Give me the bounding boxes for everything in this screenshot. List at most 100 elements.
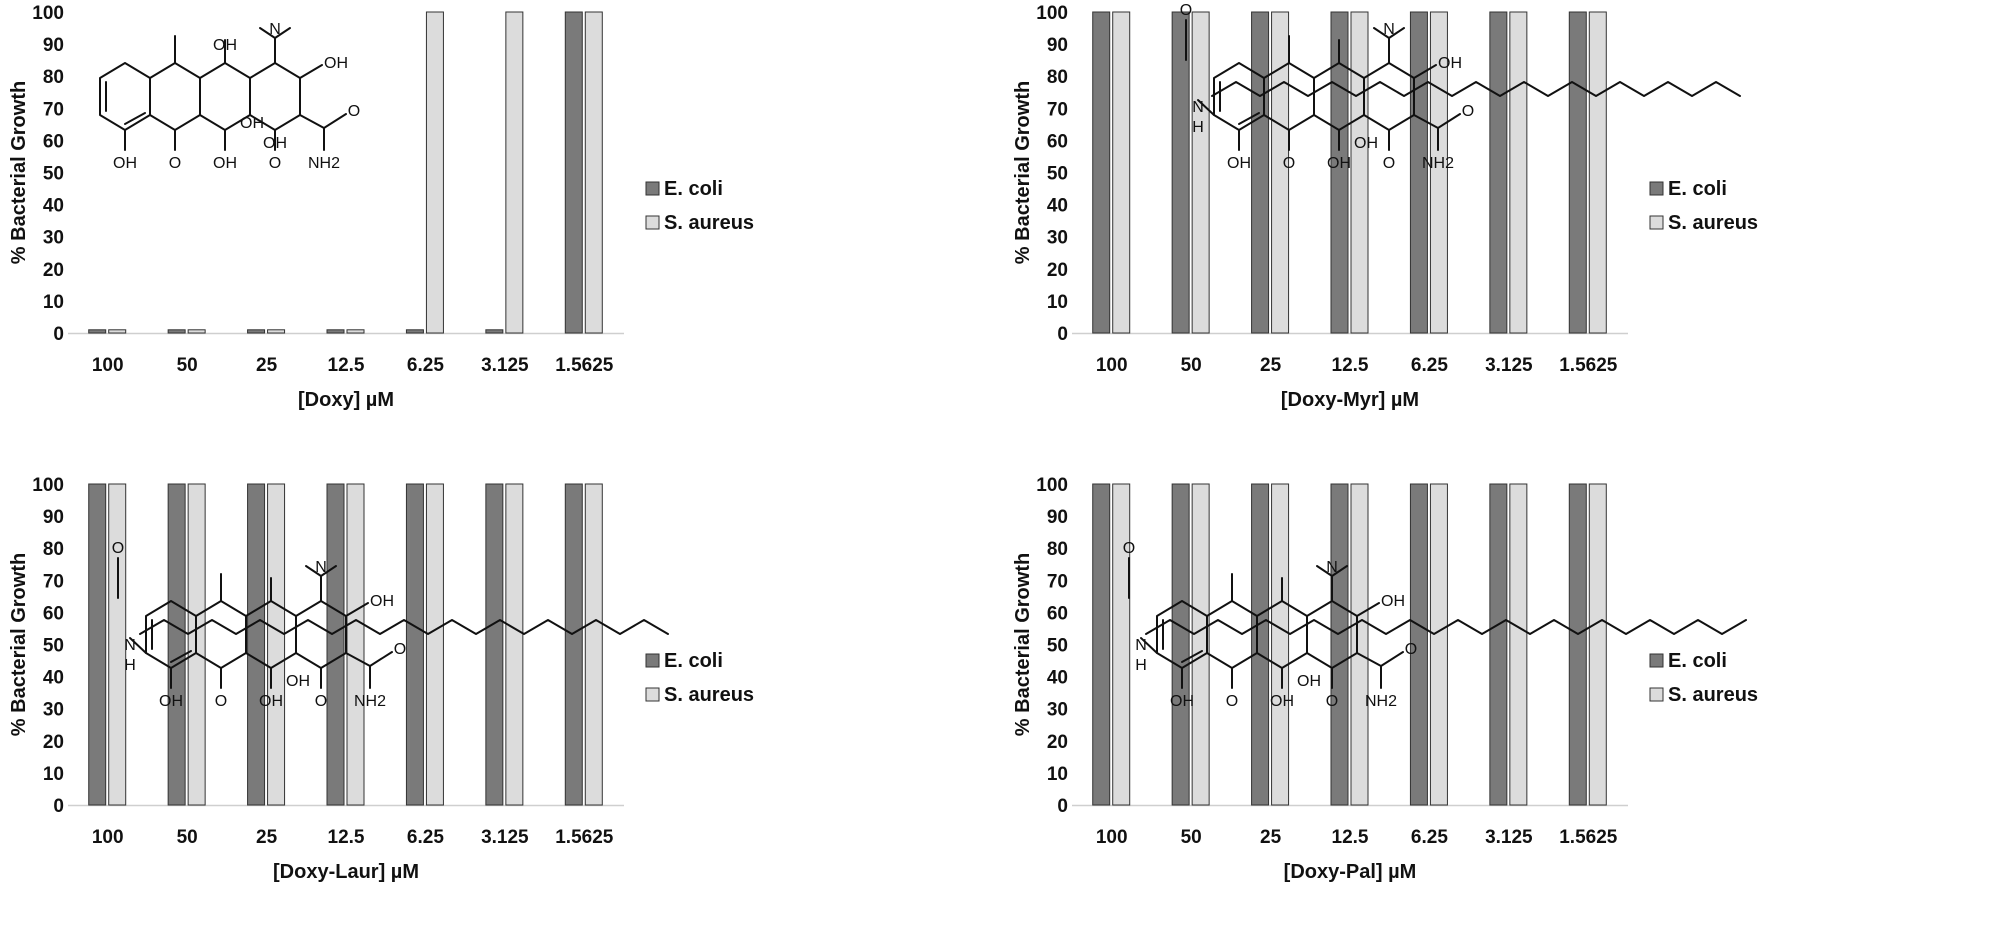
- bond: [270, 577, 347, 669]
- atom-label: OH: [370, 593, 394, 610]
- bar-e-coli: [1489, 483, 1508, 806]
- y-axis-title: % Bacterial Growth: [1012, 81, 1034, 264]
- bond: [199, 62, 251, 131]
- atom-label: N: [1192, 99, 1204, 116]
- x-tick-label: 12.5: [1332, 827, 1369, 848]
- y-tick-label: 90: [1047, 507, 1068, 528]
- atom-label: OH: [1270, 693, 1294, 710]
- bar-e-coli: [1568, 11, 1587, 334]
- y-tick-label: 20: [1047, 732, 1068, 753]
- bar-s-aureus: [346, 483, 365, 806]
- bar-e-coli: [564, 11, 583, 334]
- bond: [1413, 64, 1461, 151]
- bar-s-aureus: [505, 11, 524, 334]
- bar-e-coli: [1330, 11, 1349, 334]
- y-tick-label: 80: [43, 67, 64, 88]
- atom-label: O: [1326, 693, 1338, 710]
- y-axis-title: % Bacterial Growth: [8, 81, 30, 264]
- bar-s-aureus: [1271, 483, 1290, 806]
- x-tick-label: 50: [177, 355, 198, 376]
- y-tick-label: 40: [1047, 668, 1068, 689]
- y-tick-label: 40: [43, 668, 64, 689]
- bar-e-coli: [1330, 483, 1349, 806]
- x-tick-label: 25: [256, 355, 278, 376]
- bond: [124, 129, 276, 151]
- legend-label-s-aureus: S. aureus: [664, 684, 754, 706]
- bond: [1356, 602, 1404, 689]
- bond: [1185, 19, 1215, 116]
- atom-label: O: [348, 103, 360, 120]
- y-tick-label: 40: [43, 196, 64, 217]
- bar-s-aureus: [1191, 483, 1210, 806]
- chart-panel-doxy: 0 10 20 30 40 50 60 70 80 90 100 % Bacterial Growth…: [0, 0, 1004, 472]
- atom-label: N: [1135, 637, 1147, 654]
- chemical-structure: OH OH OH OH OH O O N NH2 O OH: [99, 21, 360, 172]
- y-tick-label: 70: [43, 571, 64, 592]
- chart-svg: 0 10 20 30 40 50 60 70 80 90 100 % Bacterial Growth…: [1012, 475, 1758, 883]
- y-tick-label: 100: [32, 3, 64, 24]
- bond: [195, 600, 247, 669]
- bond: [1316, 565, 1348, 602]
- atom-label: O: [1383, 155, 1395, 172]
- atom-label: NH2: [1365, 693, 1397, 710]
- x-tick-label: 1.5625: [555, 827, 614, 848]
- x-tick-label: 6.25: [1411, 827, 1448, 848]
- bond: [1128, 557, 1158, 654]
- bar-e-coli: [485, 329, 504, 334]
- atom-label: OH: [213, 155, 237, 172]
- atom-label: N: [315, 559, 327, 576]
- atom-label: H: [1192, 119, 1204, 136]
- chart-panel-doxy-myr: 0 10 20 30 40 50 60 70 80 90 100 % Bacterial Growth…: [1004, 0, 2008, 472]
- x-tick-label: 50: [177, 827, 198, 848]
- bond: [149, 62, 201, 131]
- x-tick-label: 100: [1096, 827, 1128, 848]
- chart-panel-doxy-pal: 0 10 20 30 40 50 60 70 80 90 100 % Bacterial Growth…: [1004, 472, 2008, 944]
- bond: [1263, 62, 1315, 131]
- x-tick-label: 100: [1096, 355, 1128, 376]
- legend-label-e-coli: E. coli: [664, 178, 723, 200]
- y-tick-label: 60: [1047, 131, 1068, 152]
- bar-s-aureus: [425, 11, 444, 334]
- atom-label: O: [394, 641, 406, 658]
- atom-label: OH: [1381, 593, 1405, 610]
- y-tick-label: 100: [32, 475, 64, 496]
- bond: [99, 62, 151, 131]
- bar-e-coli: [1092, 11, 1111, 334]
- atom-label: OH: [259, 693, 283, 710]
- x-tick-label: 1.5625: [555, 355, 614, 376]
- bar-e-coli: [167, 329, 186, 334]
- y-tick-label: 10: [43, 292, 64, 313]
- legend-label-s-aureus: S. aureus: [1668, 684, 1758, 706]
- legend-swatch-e-coli: [645, 181, 660, 196]
- atom-label: OH: [1170, 693, 1194, 710]
- bar-e-coli: [167, 483, 186, 806]
- x-axis-title: [Doxy] µM: [298, 389, 394, 411]
- y-tick-label: 30: [43, 228, 64, 249]
- x-tick-label: 1.5625: [1559, 827, 1618, 848]
- chart-svg: 0 10 20 30 40 50 60 70 80 90 100 % Bacterial Growth…: [1012, 2, 1758, 411]
- y-tick-label: 50: [1047, 636, 1068, 657]
- y-tick-label: 70: [43, 99, 64, 120]
- bond: [259, 27, 291, 64]
- x-tick-label: 25: [1260, 827, 1282, 848]
- y-tick-label: 80: [1047, 67, 1068, 88]
- y-tick-label: 90: [1047, 35, 1068, 56]
- atom-label: O: [1226, 693, 1238, 710]
- bond: [224, 39, 301, 131]
- bar-s-aureus: [1112, 483, 1131, 806]
- x-tick-label: 3.125: [1485, 827, 1533, 848]
- bar-e-coli: [405, 329, 424, 334]
- chart-svg: 0 10 20 30 40 50 60 70 80 90 100 % Bacterial Growth…: [8, 475, 754, 883]
- bond: [1338, 39, 1415, 131]
- bar-s-aureus: [1350, 11, 1369, 334]
- y-tick-label: 20: [43, 260, 64, 281]
- atom-label: OH: [1227, 155, 1251, 172]
- x-tick-label: 12.5: [1332, 355, 1369, 376]
- x-tick-label: 1.5625: [1559, 355, 1618, 376]
- y-tick-label: 10: [1047, 292, 1068, 313]
- bond: [1219, 81, 1260, 125]
- legend-swatch-e-coli: [1649, 181, 1664, 196]
- bar-e-coli: [247, 329, 266, 334]
- bar-s-aureus: [584, 11, 603, 334]
- bond: [151, 619, 192, 663]
